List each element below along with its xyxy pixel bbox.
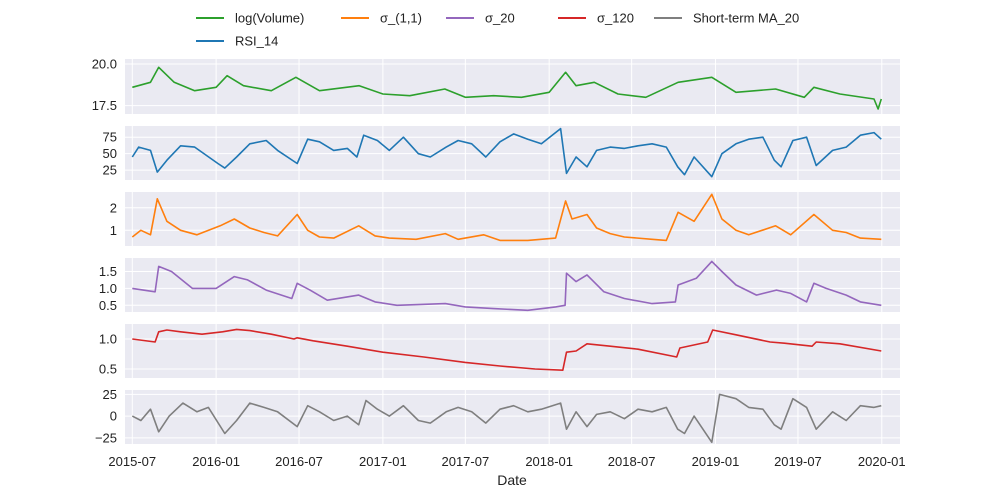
x-tick-label: 2015-07 bbox=[108, 454, 156, 469]
x-axis-title: Date bbox=[497, 472, 527, 488]
legend-item: log(Volume) bbox=[196, 11, 304, 26]
y-tick-label: 1 bbox=[110, 223, 117, 238]
x-tick-label: 2017-01 bbox=[359, 454, 407, 469]
x-axis: 2015-07 2016-01 2016-07 2017-01 2017-07 2018-… bbox=[108, 454, 905, 469]
x-tick-label: 2018-01 bbox=[525, 454, 573, 469]
legend-label: σ_120 bbox=[597, 11, 634, 26]
panel-4: 0.5 1.0 1.5 bbox=[99, 258, 900, 313]
legend-label: log(Volume) bbox=[235, 11, 304, 26]
y-tick-label: 25 bbox=[103, 387, 117, 402]
legend-label: σ_(1,1) bbox=[380, 11, 422, 26]
legend: log(Volume) σ_(1,1) σ_20 σ_120 Short-term MA… bbox=[196, 11, 799, 49]
panel-background bbox=[125, 192, 900, 246]
series-line-log(Volume) bbox=[132, 66, 883, 110]
series-line-σ_20 bbox=[132, 260, 882, 312]
y-tick-label: 1.5 bbox=[99, 264, 117, 279]
panel-6: −25 0 25 bbox=[95, 387, 900, 445]
series-line-Short-term MA_20 bbox=[131, 393, 882, 444]
legend-label: RSI_14 bbox=[235, 34, 278, 49]
panel-background bbox=[125, 59, 900, 114]
y-tick-label: 2 bbox=[110, 200, 117, 215]
x-tick-label: 2019-01 bbox=[692, 454, 740, 469]
y-tick-label: 25 bbox=[103, 163, 117, 178]
series-line-σ_120 bbox=[132, 328, 882, 371]
y-tick-label: 1.0 bbox=[99, 281, 117, 296]
y-tick-label: 0.5 bbox=[99, 362, 117, 377]
legend-item: σ_20 bbox=[446, 11, 515, 26]
legend-label: σ_20 bbox=[485, 11, 515, 26]
y-tick-label: 20.0 bbox=[92, 57, 117, 72]
legend-item: σ_(1,1) bbox=[341, 11, 422, 26]
y-tick-label: −25 bbox=[95, 430, 117, 445]
panel-background bbox=[125, 258, 900, 312]
y-tick-label: 0 bbox=[110, 409, 117, 424]
x-tick-label: 2020-01 bbox=[858, 454, 906, 469]
x-tick-label: 2018-07 bbox=[608, 454, 656, 469]
panel-3: 12 bbox=[110, 192, 900, 246]
series-line-σ_(1,1) bbox=[131, 193, 882, 242]
y-tick-label: 75 bbox=[103, 130, 117, 145]
y-tick-label: 1.0 bbox=[99, 332, 117, 347]
x-tick-label: 2017-07 bbox=[441, 454, 489, 469]
y-tick-label: 0.5 bbox=[99, 298, 117, 313]
legend-label: Short-term MA_20 bbox=[693, 11, 799, 26]
panel-1: 17.5 20.0 bbox=[92, 57, 900, 114]
x-tick-label: 2016-01 bbox=[192, 454, 240, 469]
series-line-RSI_14 bbox=[131, 127, 882, 178]
x-tick-label: 2016-07 bbox=[275, 454, 323, 469]
y-tick-label: 50 bbox=[103, 146, 117, 161]
legend-item: σ_120 bbox=[558, 11, 634, 26]
legend-item: RSI_14 bbox=[196, 34, 278, 49]
panel-5: 0.5 1.0 bbox=[99, 324, 900, 378]
panel-background bbox=[125, 324, 900, 378]
legend-item: Short-term MA_20 bbox=[654, 11, 799, 26]
panel-background bbox=[125, 390, 900, 444]
y-tick-label: 17.5 bbox=[92, 98, 117, 113]
x-tick-label: 2019-07 bbox=[774, 454, 822, 469]
